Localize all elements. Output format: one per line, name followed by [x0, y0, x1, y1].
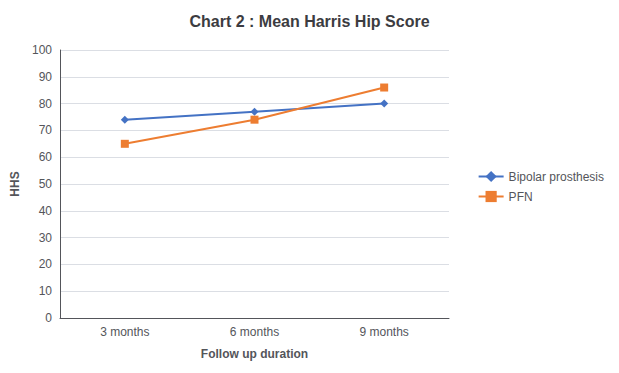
svg-text:PFN: PFN — [509, 190, 533, 204]
svg-text:Follow up duration: Follow up duration — [201, 347, 308, 361]
svg-text:80: 80 — [39, 97, 53, 111]
svg-text:30: 30 — [39, 231, 53, 245]
svg-text:HHS: HHS — [8, 171, 22, 196]
svg-text:40: 40 — [39, 204, 53, 218]
svg-text:90: 90 — [39, 70, 53, 84]
svg-text:6 months: 6 months — [230, 325, 279, 339]
svg-text:Chart 2 : Mean Harris Hip Scor: Chart 2 : Mean Harris Hip Score — [189, 13, 429, 30]
svg-text:100: 100 — [32, 43, 52, 57]
svg-text:70: 70 — [39, 123, 53, 137]
svg-text:50: 50 — [39, 177, 53, 191]
svg-text:10: 10 — [39, 284, 53, 298]
svg-text:9 months: 9 months — [359, 325, 408, 339]
svg-text:20: 20 — [39, 257, 53, 271]
svg-text:Bipolar prosthesis: Bipolar prosthesis — [509, 170, 604, 184]
svg-text:0: 0 — [45, 311, 52, 325]
svg-text:3 months: 3 months — [100, 325, 149, 339]
svg-text:60: 60 — [39, 150, 53, 164]
